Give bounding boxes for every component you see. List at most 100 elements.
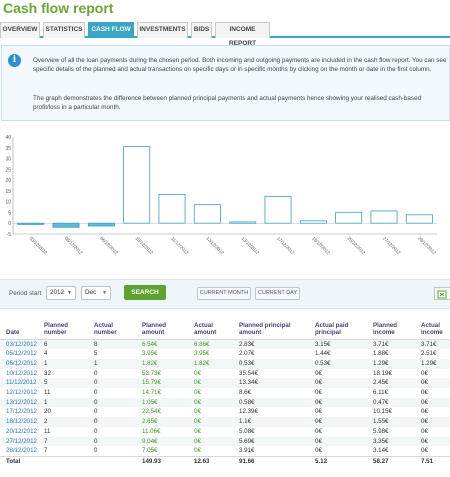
- table-cell: 3.91€: [239, 447, 255, 455]
- table-cell: 6.54€: [136, 339, 188, 350]
- table-row: 10/12/2012 32 0 53.73€ 0€ 35.54€ 0€ 18.19€ 0€: [0, 369, 450, 379]
- tab-statistics[interactable]: STATISTICS: [43, 22, 85, 38]
- table-cell: 0€: [309, 397, 367, 408]
- total-cell: 58.27: [367, 455, 415, 468]
- table-cell: 0.58€: [233, 397, 309, 408]
- table-row: 28/12/2012 7 0 7.05€ 0€ 3.91€ 0€ 3.14€ 0€: [0, 446, 450, 456]
- table-cell: 22.54€: [142, 408, 161, 416]
- table-cell: 0€: [194, 408, 201, 416]
- x-tick-label: 03/12/2012: [28, 236, 48, 256]
- table-cell: 8.6€: [239, 389, 252, 397]
- total-cell: Total: [0, 455, 38, 468]
- bar: [229, 221, 257, 224]
- table-cell: 0€: [421, 369, 428, 377]
- table-cell: 5.08€: [239, 427, 255, 435]
- date-link[interactable]: 27/12/2012: [0, 436, 38, 447]
- bar: [370, 210, 398, 224]
- chart-svg: 40 35 30 25 20 15 10 5 0 -5 03/12/2012 05/12/2012 06…: [5, 135, 437, 256]
- excel-export-icon[interactable]: [434, 287, 450, 300]
- filter-bar: Period start 2012 ▼ Dec ▼ SEARCH CURRENT…: [0, 279, 450, 309]
- info-box: i Overview of all the loan payments duri…: [1, 45, 450, 121]
- bar: [299, 220, 327, 224]
- table-cell: 11: [44, 427, 51, 435]
- month-select[interactable]: Dec ▼: [81, 286, 111, 300]
- total-cell: [38, 455, 88, 468]
- current-month-button[interactable]: CURRENT MONTH: [197, 287, 251, 300]
- date-link[interactable]: 12/12/2012: [6, 389, 37, 397]
- tab-bar: OVERVIEW STATISTICS CASH FLOW INVESTMENT…: [0, 22, 450, 47]
- table-cell: 1.29€: [367, 358, 415, 369]
- table-cell: 2.45€: [367, 378, 415, 389]
- date-link[interactable]: 06/12/2012: [0, 358, 38, 369]
- date-link[interactable]: 28/12/2012: [6, 447, 37, 455]
- date-link[interactable]: 10/12/2012: [6, 369, 37, 377]
- col-planned-amount: Planned amount: [136, 314, 188, 340]
- date-link[interactable]: 11/12/2012: [0, 378, 38, 389]
- table-cell: 0€: [309, 417, 367, 427]
- table-cell: 0: [88, 397, 136, 408]
- col-planned-income: Planned income: [367, 314, 415, 340]
- table-cell: 2.51€: [421, 350, 437, 358]
- current-day-button[interactable]: CURRENT DAY: [255, 287, 300, 300]
- excel-export-icon-svg: [437, 290, 447, 299]
- table-cell: 3.14€: [373, 447, 389, 455]
- bar: [264, 196, 292, 224]
- bar: [193, 204, 221, 224]
- table-cell: 10.15€: [373, 408, 392, 416]
- table-cell: 1.1€: [233, 417, 309, 427]
- y-tick-label: 15: [5, 189, 11, 195]
- table-row: 17/12/2012 20 0 22.54€ 0€ 12.39€ 0€ 10.15€ 0€: [0, 407, 450, 417]
- tab-bids[interactable]: BIDS: [191, 22, 212, 38]
- table-cell: 53.73€: [142, 369, 161, 377]
- tab-overview[interactable]: OVERVIEW: [0, 22, 40, 38]
- chevron-down-icon: ▼: [102, 290, 107, 296]
- tab-income-report[interactable]: INCOME REPORT: [215, 22, 270, 47]
- y-tick-label: 35: [5, 146, 11, 152]
- table-cell: 7.05€: [142, 447, 158, 455]
- table-row: 03/12/2012 6 8 6.54€ 6.86€ 2.83€ 3.15€ 3.71€ 3.7…: [0, 339, 450, 350]
- search-button[interactable]: SEARCH: [124, 285, 166, 300]
- table-cell: 3.71€: [367, 339, 415, 350]
- x-tick-label: 12/12/2012: [205, 236, 225, 256]
- cash-flow-table: Date Planned number Actual number Planne…: [0, 314, 450, 468]
- date-link[interactable]: 05/12/2012: [6, 350, 37, 358]
- date-link[interactable]: 20/12/2012: [6, 427, 37, 435]
- table-total-row: Total 149.93 12.63 91.66 5.12 58.27 7.51: [0, 455, 450, 468]
- table-cell: 1: [88, 358, 136, 369]
- table-cell: 0€: [188, 397, 233, 408]
- table-cell: 18.19€: [373, 369, 392, 377]
- date-link[interactable]: 17/12/2012: [6, 408, 37, 416]
- y-tick-label: 40: [5, 135, 11, 141]
- y-tick-label: -5: [7, 232, 12, 238]
- x-tick-label: 27/12/2012: [382, 236, 402, 256]
- x-tick-label: 18/12/2012: [311, 236, 331, 256]
- tab-investments[interactable]: INVESTMENTS: [137, 22, 188, 38]
- table-cell: 1.88€: [373, 350, 389, 358]
- date-link[interactable]: 18/12/2012: [0, 417, 38, 427]
- table-header-row: Date Planned number Actual number Planne…: [0, 314, 450, 340]
- table-cell: 1: [38, 358, 88, 369]
- table-cell: 0€: [315, 389, 322, 397]
- bar: [87, 222, 115, 227]
- table-cell: 2.83€: [233, 339, 309, 350]
- table-row: 18/12/2012 2 0 2.65€ 0€ 1.1€ 0€ 1.55€ 0€: [0, 417, 450, 427]
- table-cell: 3.95€: [194, 350, 210, 358]
- table-cell: 8: [88, 339, 136, 350]
- table-cell: 3.95€: [142, 350, 158, 358]
- table-row: 27/12/2012 7 0 9.04€ 0€ 5.69€ 0€ 3.35€ 0€: [0, 436, 450, 447]
- year-select[interactable]: 2012 ▼: [46, 286, 76, 300]
- page-title: Cash flow report: [3, 0, 114, 16]
- table-cell: 0€: [315, 427, 322, 435]
- tab-cash-flow[interactable]: CASH FLOW: [88, 22, 134, 38]
- x-tick-label: 20/12/2012: [346, 236, 366, 256]
- col-actual-number: Actual number: [88, 314, 136, 340]
- table-row: 13/12/2012 1 0 1.05€ 0€ 0.58€ 0€ 0.47€ 0€: [0, 397, 450, 408]
- table-row: 11/12/2012 5 0 15.79€ 0€ 13.34€ 0€ 2.45€ 0€: [0, 378, 450, 389]
- bar: [158, 194, 186, 224]
- table-cell: 0.47€: [367, 397, 415, 408]
- table-cell: 0: [94, 447, 98, 455]
- x-tick-label: 05/12/2012: [64, 236, 84, 256]
- date-link[interactable]: 13/12/2012: [0, 397, 38, 408]
- table-cell: 14.71€: [142, 389, 161, 397]
- date-link[interactable]: 03/12/2012: [0, 339, 38, 350]
